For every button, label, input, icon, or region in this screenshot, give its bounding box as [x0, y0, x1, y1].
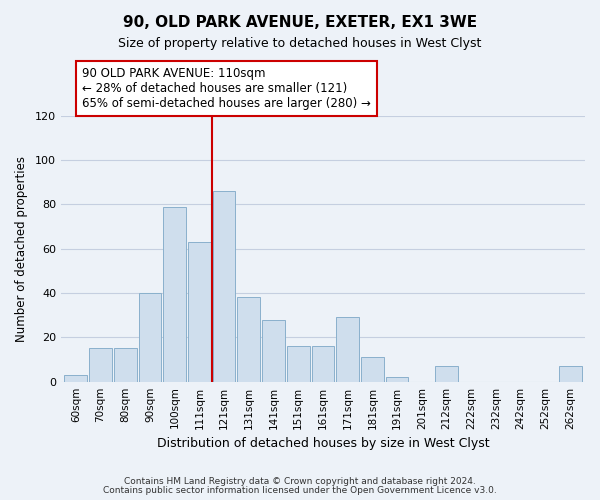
- Bar: [89, 348, 112, 382]
- Bar: [188, 242, 211, 382]
- Y-axis label: Number of detached properties: Number of detached properties: [15, 156, 28, 342]
- Bar: [114, 348, 137, 382]
- Bar: [386, 377, 409, 382]
- Text: 90, OLD PARK AVENUE, EXETER, EX1 3WE: 90, OLD PARK AVENUE, EXETER, EX1 3WE: [123, 15, 477, 30]
- Bar: [238, 298, 260, 382]
- Bar: [337, 318, 359, 382]
- Bar: [435, 366, 458, 382]
- Text: Size of property relative to detached houses in West Clyst: Size of property relative to detached ho…: [118, 38, 482, 51]
- Bar: [262, 320, 285, 382]
- X-axis label: Distribution of detached houses by size in West Clyst: Distribution of detached houses by size …: [157, 437, 489, 450]
- Bar: [139, 293, 161, 382]
- Text: 90 OLD PARK AVENUE: 110sqm
← 28% of detached houses are smaller (121)
65% of sem: 90 OLD PARK AVENUE: 110sqm ← 28% of deta…: [82, 68, 371, 110]
- Bar: [64, 375, 87, 382]
- Bar: [213, 191, 235, 382]
- Bar: [163, 206, 186, 382]
- Bar: [311, 346, 334, 382]
- Text: Contains HM Land Registry data © Crown copyright and database right 2024.: Contains HM Land Registry data © Crown c…: [124, 477, 476, 486]
- Bar: [361, 358, 384, 382]
- Bar: [559, 366, 581, 382]
- Text: Contains public sector information licensed under the Open Government Licence v3: Contains public sector information licen…: [103, 486, 497, 495]
- Bar: [287, 346, 310, 382]
